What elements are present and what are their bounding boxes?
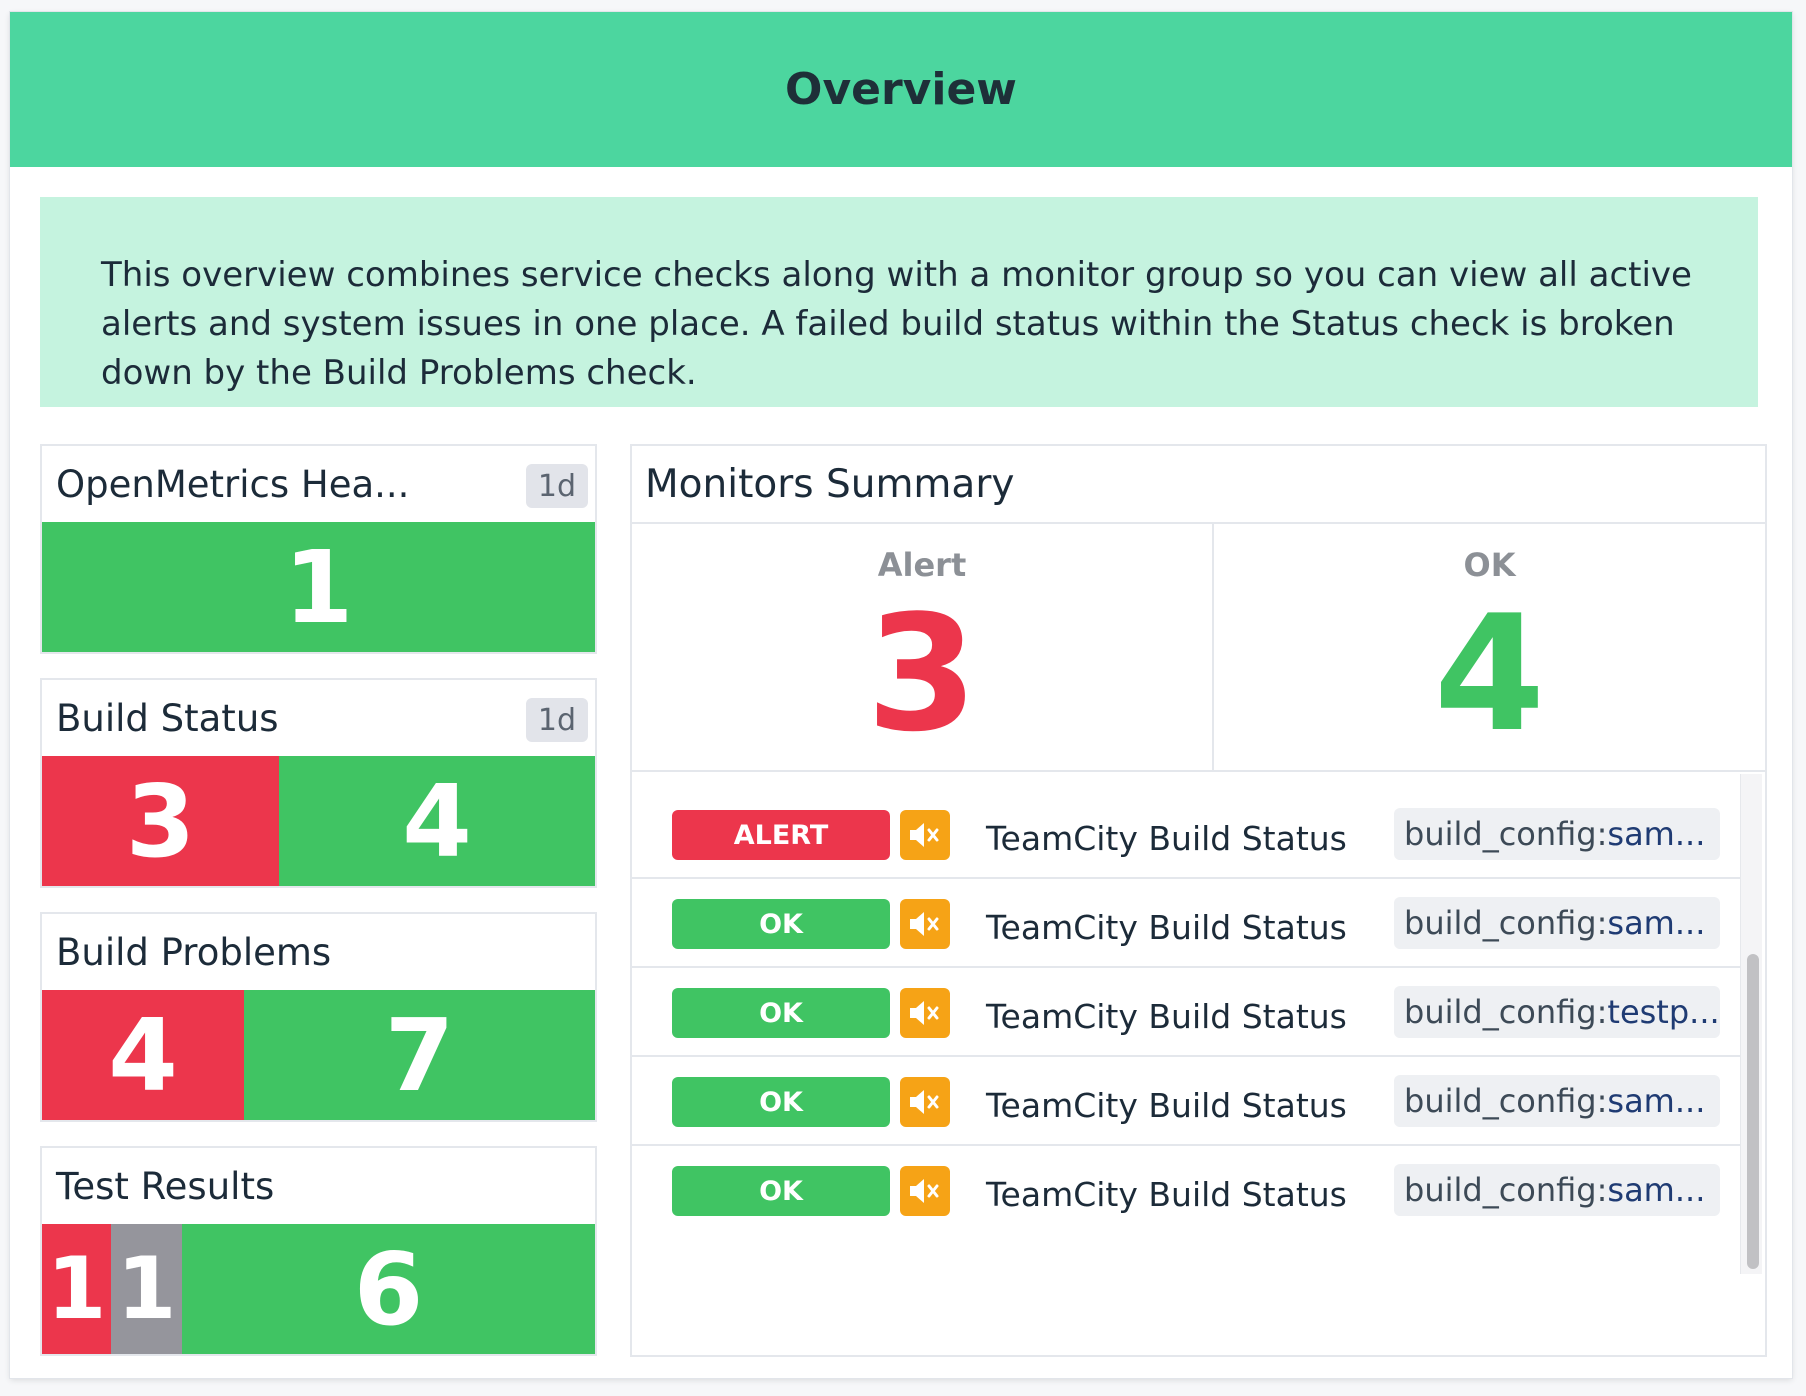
overview-note: This overview combines service checks al… — [40, 197, 1758, 407]
monitor-name[interactable]: TeamCity Build Status — [986, 1174, 1347, 1214]
scrollbar-thumb[interactable] — [1747, 954, 1759, 1269]
ok-count: 4 — [1433, 580, 1546, 767]
ok-segment[interactable]: 4 — [279, 756, 595, 886]
monitor-list[interactable]: ALERT TeamCity Build Status build_config… — [632, 774, 1765, 1274]
widget-build-problems[interactable]: Build Problems 4 7 — [40, 912, 597, 1122]
widget-title: Build Status — [56, 696, 279, 740]
ok-label: OK — [1463, 546, 1516, 584]
monitor-row[interactable]: OK TeamCity Build Status build_config: sa… — [632, 879, 1740, 968]
tag-key: build_config: — [1404, 1082, 1608, 1120]
alert-segment[interactable]: 3 — [42, 756, 279, 886]
status-badge[interactable]: OK — [672, 1077, 890, 1127]
mute-icon[interactable] — [900, 1077, 950, 1127]
monitor-row[interactable]: ALERT TeamCity Build Status build_config… — [632, 790, 1740, 879]
monitor-list-scrollbar[interactable] — [1740, 774, 1762, 1274]
summary-title: Monitors Summary — [645, 461, 1015, 507]
monitor-name[interactable]: TeamCity Build Status — [986, 1085, 1347, 1125]
tag-value: sam... — [1607, 904, 1706, 942]
ok-count-panel[interactable]: OK 4 — [1214, 524, 1765, 770]
tag-value: testp... — [1607, 993, 1720, 1031]
status-badge[interactable]: ALERT — [672, 810, 890, 860]
mute-icon[interactable] — [900, 1166, 950, 1216]
summary-stats: Alert 3 OK 4 — [632, 522, 1765, 772]
monitor-name[interactable]: TeamCity Build Status — [986, 996, 1347, 1036]
tag-value: sam... — [1607, 815, 1706, 853]
monitor-tag[interactable]: build_config: sam... — [1394, 1075, 1720, 1127]
status-badge[interactable]: OK — [672, 988, 890, 1038]
widget-openmetrics-health[interactable]: OpenMetrics Hea... 1d 1 — [40, 444, 597, 654]
tag-value: sam... — [1607, 1171, 1706, 1209]
tag-key: build_config: — [1404, 1171, 1608, 1209]
monitor-name[interactable]: TeamCity Build Status — [986, 907, 1347, 947]
alert-segment[interactable]: 4 — [42, 990, 244, 1120]
mute-icon[interactable] — [900, 899, 950, 949]
monitor-row[interactable]: OK TeamCity Build Status build_config: sa… — [632, 1146, 1740, 1235]
ok-segment[interactable]: 6 — [182, 1224, 595, 1354]
monitor-row[interactable]: OK TeamCity Build Status build_config: sa… — [632, 1057, 1740, 1146]
tag-key: build_config: — [1404, 904, 1608, 942]
status-badge[interactable]: OK — [672, 1166, 890, 1216]
ok-segment[interactable]: 1 — [42, 522, 595, 652]
monitor-row[interactable]: OK TeamCity Build Status build_config: te… — [632, 968, 1740, 1057]
page-title: Overview — [785, 64, 1017, 115]
dashboard-card: Overview This overview combines service … — [10, 12, 1792, 1378]
ok-segment[interactable]: 7 — [244, 990, 595, 1120]
skipped-segment[interactable]: 1 — [111, 1224, 182, 1354]
status-bar: 3 4 — [42, 756, 595, 886]
monitor-tag[interactable]: build_config: sam... — [1394, 897, 1720, 949]
timeframe-badge: 1d — [525, 464, 588, 508]
status-bar: 1 — [42, 522, 595, 652]
monitor-tag[interactable]: build_config: sam... — [1394, 1164, 1720, 1216]
monitor-name[interactable]: TeamCity Build Status — [986, 818, 1347, 858]
overview-header: Overview — [10, 12, 1792, 167]
alert-segment[interactable]: 1 — [42, 1224, 111, 1354]
tag-key: build_config: — [1404, 815, 1608, 853]
widget-build-status[interactable]: Build Status 1d 3 4 — [40, 678, 597, 888]
mute-icon[interactable] — [900, 988, 950, 1038]
alert-label: Alert — [877, 546, 967, 584]
tag-key: build_config: — [1404, 993, 1608, 1031]
timeframe-badge: 1d — [525, 698, 588, 742]
widget-title: OpenMetrics Hea... — [56, 462, 410, 506]
status-badge[interactable]: OK — [672, 899, 890, 949]
mute-icon[interactable] — [900, 810, 950, 860]
alert-count: 3 — [866, 580, 978, 767]
monitor-tag[interactable]: build_config: testp... — [1394, 986, 1720, 1038]
widget-title: Build Problems — [56, 930, 332, 974]
tag-value: sam... — [1607, 1082, 1706, 1120]
alert-count-panel[interactable]: Alert 3 — [632, 524, 1214, 770]
status-bar: 1 1 6 — [42, 1224, 595, 1354]
widget-test-results[interactable]: Test Results 1 1 6 — [40, 1146, 597, 1356]
monitor-tag[interactable]: build_config: sam... — [1394, 808, 1720, 860]
monitors-summary-widget: Monitors Summary Alert 3 OK 4 ALERT Team… — [630, 444, 1767, 1357]
status-bar: 4 7 — [42, 990, 595, 1120]
widget-title: Test Results — [56, 1164, 275, 1208]
